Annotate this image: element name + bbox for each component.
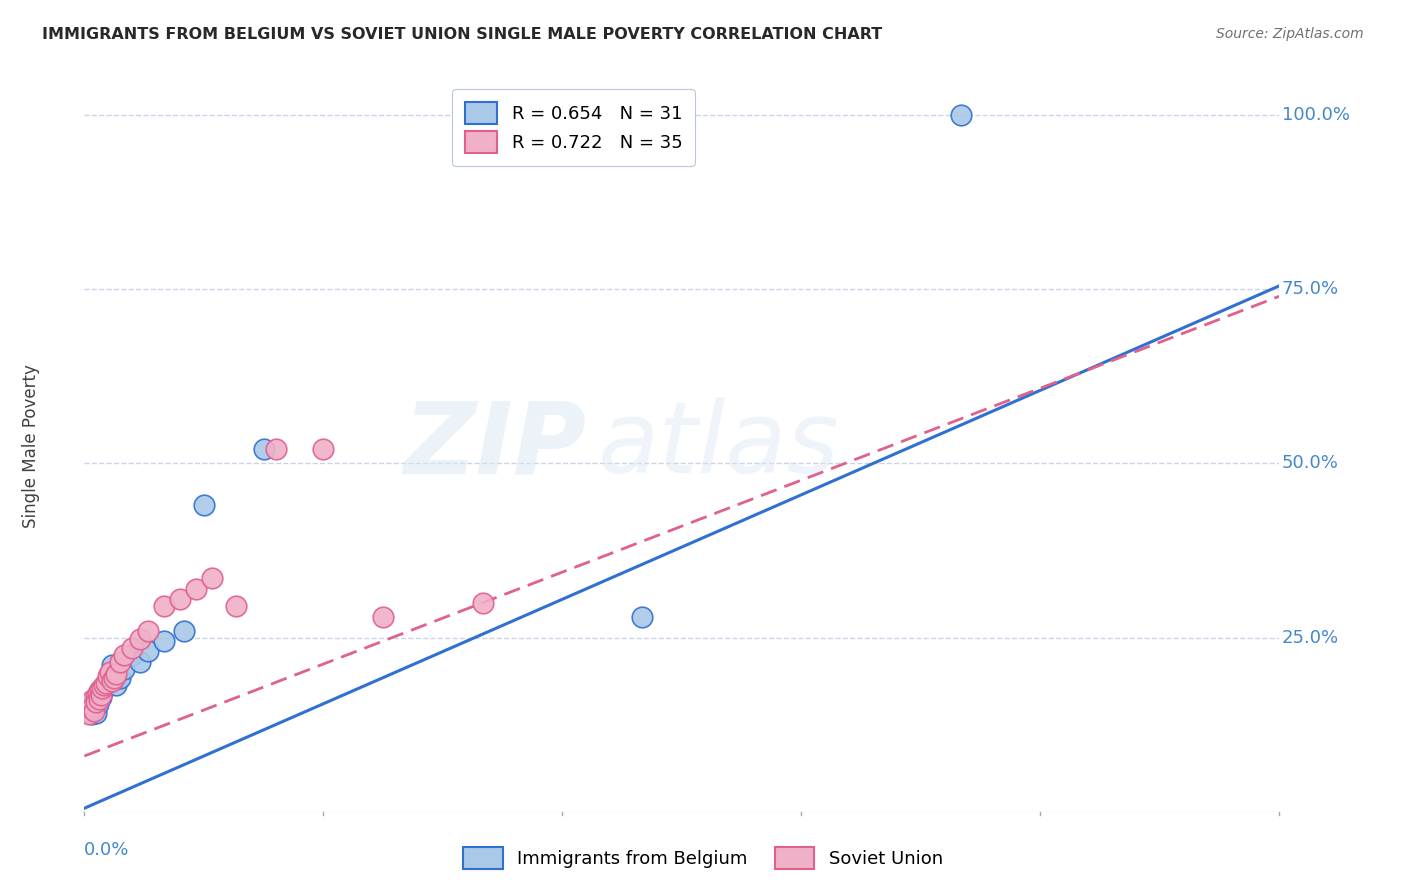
Point [112,648,135,662]
Point [91,681,114,695]
Text: 25.0%: 25.0% [1282,629,1339,647]
Point [77,704,100,718]
Point [84,706,107,720]
Point [86,691,108,706]
Point [101,673,124,688]
Point [97,676,120,690]
Text: atlas: atlas [599,398,839,494]
Point [83,704,105,718]
Point [96,676,118,690]
Point [153,599,176,614]
Point [77,707,100,722]
Point [86,695,108,709]
Point [264,442,287,457]
Point [97,669,120,683]
Text: 50.0%: 50.0% [1282,454,1339,473]
Point [76,700,98,714]
Text: Single Male Poverty: Single Male Poverty [21,364,39,528]
Point [169,592,191,607]
Point [631,609,654,624]
Point [93,678,115,692]
Point [98,665,121,680]
Point [89,688,111,702]
Point [90,690,112,704]
Point [110,671,132,685]
Point [82,698,104,713]
Point [225,599,247,614]
Legend: Immigrants from Belgium, Soviet Union: Immigrants from Belgium, Soviet Union [454,838,952,879]
Point [184,582,207,596]
Text: Source: ZipAtlas.com: Source: ZipAtlas.com [1216,27,1364,41]
Point [86,686,108,700]
Point [80,701,103,715]
Point [84,690,107,704]
Point [79,697,101,711]
Point [471,596,494,610]
Point [105,666,128,681]
Point [98,669,121,683]
Point [93,681,115,695]
Point [82,697,104,711]
Text: 75.0%: 75.0% [1282,280,1339,298]
Point [136,624,159,638]
Point [112,662,135,676]
Point [173,624,195,638]
Point [110,655,132,669]
Point [86,695,108,709]
Point [80,707,103,722]
Point [121,648,143,662]
Point [83,698,105,713]
Text: IMMIGRANTS FROM BELGIUM VS SOVIET UNION SINGLE MALE POVERTY CORRELATION CHART: IMMIGRANTS FROM BELGIUM VS SOVIET UNION … [42,27,883,42]
Point [103,671,125,685]
Point [87,697,110,711]
Point [373,609,395,624]
Point [253,442,276,457]
Text: 100.0%: 100.0% [1282,106,1350,124]
Point [121,640,143,655]
Point [129,632,152,646]
Point [82,701,104,715]
Point [79,700,101,714]
Point [136,644,159,658]
Point [91,685,114,699]
Text: 0.0%: 0.0% [84,841,129,859]
Point [90,688,112,702]
Point [105,678,128,692]
Point [201,571,224,585]
Point [96,679,118,693]
Point [89,682,111,697]
Point [87,691,110,706]
Point [82,693,104,707]
Point [101,658,124,673]
Legend: R = 0.654   N = 31, R = 0.722   N = 35: R = 0.654 N = 31, R = 0.722 N = 35 [451,89,695,166]
Point [153,634,176,648]
Point [129,655,152,669]
Point [949,108,972,122]
Point [312,442,335,457]
Point [89,682,111,697]
Text: ZIP: ZIP [404,398,586,494]
Point [193,498,215,512]
